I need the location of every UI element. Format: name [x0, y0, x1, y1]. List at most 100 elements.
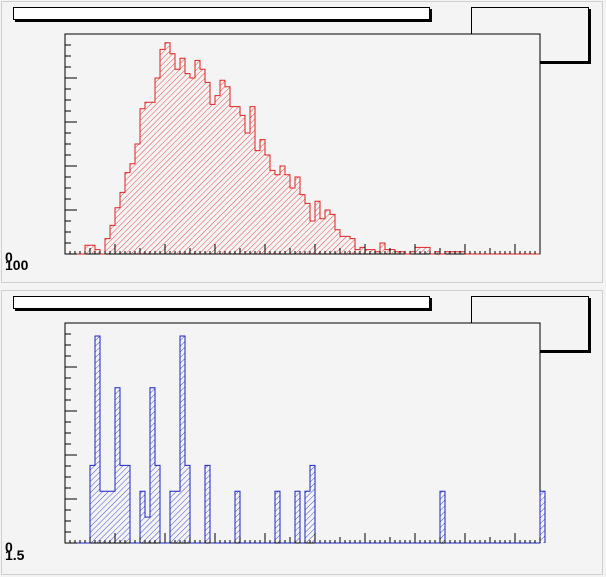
- histogram-bin: [110, 491, 115, 543]
- histogram-bin: [365, 249, 370, 254]
- histogram-bin: [310, 221, 315, 254]
- histogram-bin: [125, 172, 130, 254]
- histogram-bin: [360, 247, 365, 254]
- histogram-bin: [120, 192, 125, 254]
- histogram-bin: [310, 465, 315, 543]
- histogram-bin: [330, 214, 335, 254]
- histogram-bin: [140, 491, 145, 543]
- histogram-bin: [135, 144, 140, 254]
- histogram-bin: [460, 251, 465, 254]
- histogram-bin: [105, 238, 110, 254]
- histogram-bin: [125, 465, 130, 543]
- histogram-bin: [140, 108, 145, 254]
- y-tick-label: 100: [5, 257, 29, 273]
- y-tick-label: 0: [5, 539, 13, 555]
- histogram-bin: [445, 251, 450, 254]
- histogram-bin: [350, 238, 355, 254]
- histogram-bin: [440, 491, 445, 543]
- histogram-bin: [85, 245, 90, 254]
- histogram-bin: [95, 335, 100, 543]
- histogram-bin: [300, 194, 305, 254]
- histogram-bin: [425, 247, 430, 254]
- histogram-bin: [240, 115, 245, 255]
- histogram-bin: [295, 177, 300, 254]
- histogram-bin: [205, 465, 210, 543]
- histogram-bin: [120, 465, 125, 543]
- histogram-bin: [270, 170, 275, 254]
- histogram-bin: [415, 247, 420, 254]
- histogram-bin: [265, 155, 270, 254]
- histogram-bin: [325, 210, 330, 254]
- histogram-bin: [145, 517, 150, 543]
- histogram-bin: [155, 78, 160, 254]
- histogram-bin: [305, 491, 310, 543]
- histogram-bin: [245, 133, 250, 254]
- histogram-bin: [190, 78, 195, 254]
- histogram-bin: [260, 139, 265, 254]
- histogram-bin: [295, 491, 300, 543]
- histogram-bin: [455, 251, 460, 254]
- histogram-bin: [355, 249, 360, 254]
- histogram-bin: [305, 203, 310, 254]
- histogram-bin: [435, 251, 440, 254]
- histogram-bin: [390, 249, 395, 254]
- y-tick-label: 0: [5, 249, 13, 265]
- histogram-title-box: [13, 296, 430, 309]
- histogram-bin: [175, 69, 180, 254]
- histogram-bin: [335, 229, 340, 254]
- histogram-bin: [205, 82, 210, 255]
- histogram-bin: [165, 42, 170, 254]
- histogram-bin: [100, 491, 105, 543]
- histogram-bin: [275, 491, 280, 543]
- histogram-bin: [280, 166, 285, 254]
- histogram-bin: [230, 106, 235, 254]
- histogram-bin: [220, 80, 225, 254]
- histogram-bin: [235, 491, 240, 543]
- histogram-bin: [345, 236, 350, 254]
- histogram-bin: [90, 245, 95, 254]
- histogram-bin: [250, 106, 255, 254]
- histogram-bin: [185, 73, 190, 254]
- histogram-bin: [130, 163, 135, 254]
- histogram-bin: [210, 104, 215, 255]
- histogram-bin: [170, 53, 175, 254]
- histogram-bin: [370, 249, 375, 254]
- histogram-outline: [65, 42, 540, 255]
- histogram-bin: [170, 491, 175, 543]
- histogram-title-box: [13, 7, 430, 20]
- histogram-bin: [195, 60, 200, 255]
- histogram-bin: [150, 387, 155, 543]
- histogram-bin: [315, 201, 320, 254]
- histogram-bin: [185, 465, 190, 543]
- histogram-bin: [450, 251, 455, 254]
- histogram-bin: [215, 95, 220, 254]
- histogram-bin: [180, 335, 185, 543]
- plot-frame: [64, 322, 541, 544]
- histogram-bin: [95, 249, 100, 254]
- histogram-bin: [275, 174, 280, 254]
- histogram-bin: [200, 69, 205, 254]
- y-tick-label: 1.5: [5, 547, 25, 563]
- histogram-bin: [395, 251, 400, 254]
- histogram-bin: [115, 207, 120, 254]
- histogram-bin: [115, 387, 120, 543]
- histogram-bin: [150, 102, 155, 254]
- histogram-bin: [385, 249, 390, 254]
- histogram-bin: [255, 150, 260, 254]
- histogram-bin: [400, 251, 405, 254]
- histogram-bin: [145, 102, 150, 254]
- histogram-bin: [285, 174, 290, 254]
- histogram-bin: [110, 225, 115, 254]
- histogram-bin: [420, 247, 425, 254]
- histogram-bin: [380, 243, 385, 254]
- histogram-bin: [320, 218, 325, 254]
- histogram-bin: [225, 86, 230, 254]
- histogram-bin: [340, 236, 345, 254]
- histogram-bin: [290, 188, 295, 254]
- histogram-bin: [160, 49, 165, 255]
- histogram-bin: [175, 491, 180, 543]
- histogram-bin: [105, 491, 110, 543]
